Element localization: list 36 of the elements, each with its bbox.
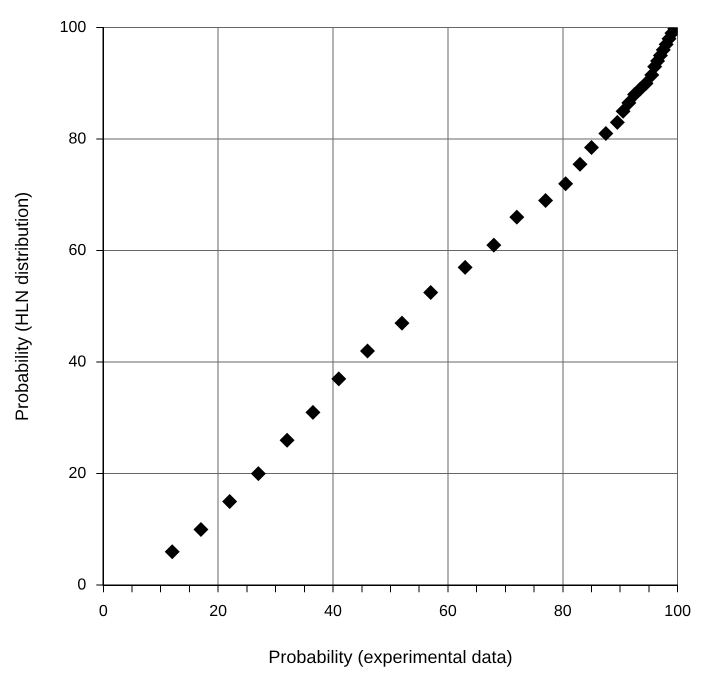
point (621, 95, 636, 110)
point (394, 316, 410, 331)
point (331, 371, 346, 386)
x-tick-label: 20 (209, 603, 228, 620)
point (486, 238, 502, 253)
point (193, 522, 208, 537)
point (638, 76, 654, 91)
x-tick-label: 0 (98, 603, 108, 620)
y-tick-label: 60 (68, 242, 86, 260)
y-tick-label: 20 (68, 465, 86, 482)
y-tick-label: 0 (77, 576, 86, 594)
point (598, 126, 614, 142)
point (305, 404, 320, 420)
x-tick-label: 100 (664, 603, 692, 620)
point (509, 210, 524, 225)
point (610, 114, 625, 130)
point (616, 104, 631, 119)
point (572, 156, 588, 172)
point (222, 494, 238, 510)
point (360, 344, 375, 359)
point (584, 140, 599, 155)
point (280, 432, 295, 448)
point (538, 192, 554, 208)
x-tick-label: 60 (439, 603, 457, 620)
x-tick-label: 40 (324, 603, 342, 620)
point (250, 466, 266, 482)
y-tick-label: 40 (68, 354, 86, 371)
y-tick-label: 100 (60, 19, 86, 36)
point (458, 260, 473, 275)
y-axis-title: Probability (HLN distribution) (12, 192, 32, 421)
x-tick-label: 80 (554, 603, 572, 620)
point (164, 544, 180, 560)
point (558, 176, 574, 192)
y-tick-label: 80 (68, 130, 86, 148)
x-axis-title: Probability (experimental data) (268, 647, 513, 668)
point (423, 284, 438, 300)
